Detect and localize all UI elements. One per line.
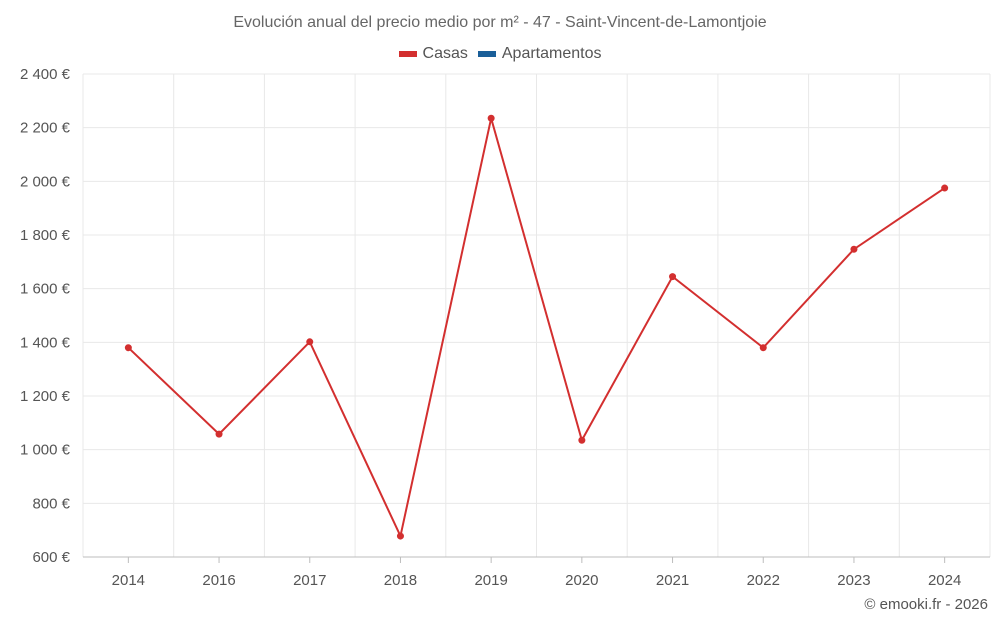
legend-item-casas[interactable]: Casas: [398, 45, 468, 63]
data-point: [306, 338, 314, 346]
x-tick-label: 2023: [837, 572, 870, 589]
x-tick-label: 2014: [112, 572, 145, 589]
series-line: [127, 118, 946, 540]
x-tick-label: 2018: [384, 572, 417, 589]
y-tick-label: 1 800 €: [20, 227, 71, 244]
legend: Casas Apartamentos: [0, 45, 1000, 63]
x-tick-label: 2021: [656, 572, 689, 589]
y-tick-label: 1 400 €: [20, 334, 71, 351]
y-tick-label: 800 €: [32, 495, 70, 512]
x-tick-label: 2017: [293, 572, 326, 589]
y-tick-label: 600 €: [32, 549, 70, 566]
data-point: [850, 245, 858, 253]
x-tick-label: 2019: [474, 572, 507, 589]
data-point: [578, 436, 586, 444]
legend-swatch-apartamentos: [477, 51, 496, 57]
y-tick-label: 1 000 €: [20, 442, 71, 459]
chart-title: Evolución anual del precio medio por m² …: [233, 14, 767, 31]
data-point: [487, 114, 495, 122]
y-tick-label: 1 600 €: [20, 281, 71, 298]
data-point: [759, 344, 767, 352]
legend-label-apartamentos: Apartamentos: [501, 45, 602, 62]
y-tick-label: 1 200 €: [20, 388, 71, 405]
y-tick-label: 2 400 €: [20, 66, 71, 83]
x-tick-label: 2022: [747, 572, 780, 589]
y-tick-label: 2 000 €: [20, 173, 71, 190]
x-tick-label: 2024: [928, 572, 961, 589]
data-point: [941, 184, 949, 192]
x-tick-label: 2016: [202, 572, 235, 589]
data-point: [396, 532, 404, 540]
data-point: [669, 273, 677, 281]
legend-label-casas: Casas: [422, 45, 468, 62]
data-point: [215, 430, 223, 438]
credit: © emooki.fr - 2026: [864, 596, 988, 613]
legend-swatch-casas: [398, 51, 417, 57]
data-point: [124, 344, 132, 352]
y-tick-label: 2 200 €: [20, 120, 71, 137]
legend-item-apartamentos[interactable]: Apartamentos: [477, 45, 602, 63]
x-tick-label: 2020: [565, 572, 598, 589]
